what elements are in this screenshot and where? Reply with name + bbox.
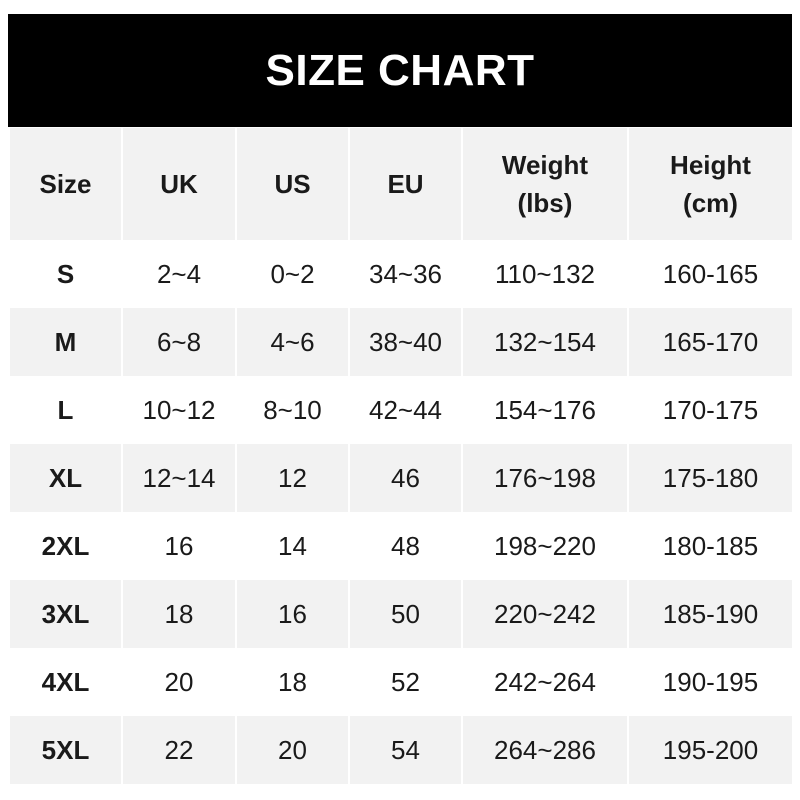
cell-size: 2XL — [8, 512, 123, 580]
cell-eu: 54 — [348, 716, 463, 784]
table-row: L 10~12 8~10 42~44 154~176 170-175 — [8, 376, 794, 444]
table-row: 2XL 16 14 48 198~220 180-185 — [8, 512, 794, 580]
cell-size: XL — [8, 444, 123, 512]
cell-us: 14 — [235, 512, 350, 580]
cell-height: 180-185 — [627, 512, 794, 580]
cell-uk: 10~12 — [121, 376, 237, 444]
cell-eu: 34~36 — [348, 240, 463, 308]
cell-weight: 198~220 — [461, 512, 629, 580]
cell-height: 185-190 — [627, 580, 794, 648]
cell-weight: 242~264 — [461, 648, 629, 716]
cell-size: 5XL — [8, 716, 123, 784]
size-table: Size UK US EU Weight (lbs) Height (cm) S 2~4 0~… — [8, 128, 794, 784]
size-chart-title: SIZE CHART — [8, 14, 792, 127]
cell-uk: 2~4 — [121, 240, 237, 308]
table-row: 4XL 20 18 52 242~264 190-195 — [8, 648, 794, 716]
cell-weight: 220~242 — [461, 580, 629, 648]
cell-height: 195-200 — [627, 716, 794, 784]
table-row: XL 12~14 12 46 176~198 175-180 — [8, 444, 794, 512]
table-row: S 2~4 0~2 34~36 110~132 160-165 — [8, 240, 794, 308]
cell-size: 3XL — [8, 580, 123, 648]
table-row: 3XL 18 16 50 220~242 185-190 — [8, 580, 794, 648]
cell-height: 160-165 — [627, 240, 794, 308]
cell-height: 190-195 — [627, 648, 794, 716]
cell-us: 0~2 — [235, 240, 350, 308]
cell-uk: 20 — [121, 648, 237, 716]
cell-height: 170-175 — [627, 376, 794, 444]
cell-height: 165-170 — [627, 308, 794, 376]
column-header-eu: EU — [348, 128, 463, 240]
cell-us: 16 — [235, 580, 350, 648]
cell-weight: 154~176 — [461, 376, 629, 444]
table-row: M 6~8 4~6 38~40 132~154 165-170 — [8, 308, 794, 376]
cell-eu: 52 — [348, 648, 463, 716]
cell-uk: 18 — [121, 580, 237, 648]
cell-eu: 50 — [348, 580, 463, 648]
cell-us: 12 — [235, 444, 350, 512]
cell-uk: 12~14 — [121, 444, 237, 512]
column-header-size: Size — [8, 128, 123, 240]
cell-eu: 38~40 — [348, 308, 463, 376]
column-header-height: Height (cm) — [627, 128, 794, 240]
cell-us: 18 — [235, 648, 350, 716]
cell-uk: 16 — [121, 512, 237, 580]
cell-weight: 132~154 — [461, 308, 629, 376]
cell-eu: 46 — [348, 444, 463, 512]
cell-eu: 48 — [348, 512, 463, 580]
cell-uk: 22 — [121, 716, 237, 784]
column-header-us: US — [235, 128, 350, 240]
column-header-weight: Weight (lbs) — [461, 128, 629, 240]
cell-us: 4~6 — [235, 308, 350, 376]
cell-weight: 176~198 — [461, 444, 629, 512]
cell-size: M — [8, 308, 123, 376]
cell-size: L — [8, 376, 123, 444]
cell-eu: 42~44 — [348, 376, 463, 444]
cell-uk: 6~8 — [121, 308, 237, 376]
cell-us: 20 — [235, 716, 350, 784]
cell-weight: 110~132 — [461, 240, 629, 308]
table-row: 5XL 22 20 54 264~286 195-200 — [8, 716, 794, 784]
header-row: Size UK US EU Weight (lbs) Height (cm) — [8, 128, 794, 240]
cell-us: 8~10 — [235, 376, 350, 444]
cell-weight: 264~286 — [461, 716, 629, 784]
cell-height: 175-180 — [627, 444, 794, 512]
cell-size: 4XL — [8, 648, 123, 716]
cell-size: S — [8, 240, 123, 308]
column-header-uk: UK — [121, 128, 237, 240]
